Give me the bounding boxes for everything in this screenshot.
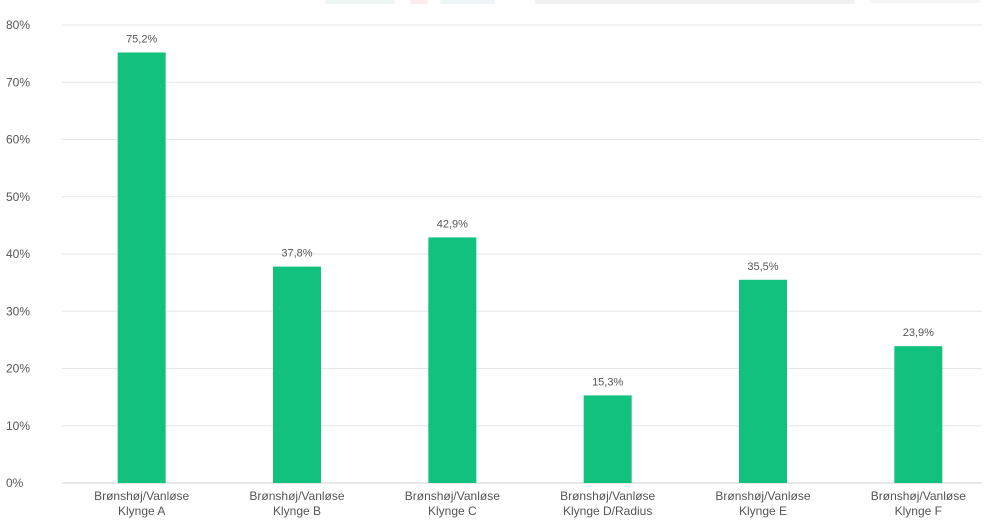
- bar: [428, 237, 477, 483]
- bar: [739, 279, 787, 483]
- y-tick-label: 50%: [6, 190, 30, 204]
- y-tick-label: 30%: [6, 304, 30, 318]
- y-tick-label: 60%: [6, 133, 30, 147]
- bar: [117, 52, 166, 483]
- x-tick-label: Klynge F: [895, 504, 942, 518]
- data-labels: 75,2% 37,8% 42,9% 15,3% 35,5% 23,9%: [126, 33, 934, 388]
- legend-item-1: [410, 0, 428, 4]
- x-tick-label: Brønshøj/Vanløse: [94, 489, 189, 503]
- data-label: 23,9%: [903, 327, 934, 339]
- x-tick-label: Brønshøj/Vanløse: [560, 489, 655, 503]
- y-tick-label: 40%: [6, 247, 30, 261]
- x-tick-label: Klynge C: [428, 504, 477, 518]
- x-tick-label: Brønshøj/Vanløse: [715, 489, 810, 503]
- data-label: 15,3%: [592, 376, 623, 388]
- legend-item-2: [440, 0, 495, 4]
- legend: [325, 0, 980, 4]
- grid: [62, 24, 982, 484]
- bar: [583, 395, 632, 483]
- bars: [117, 52, 943, 483]
- x-tick-label: Klynge E: [739, 504, 787, 518]
- y-axis: 0% 10% 20% 30% 40% 50% 60% 70% 80%: [6, 18, 30, 490]
- data-label: 37,8%: [281, 248, 312, 260]
- legend-item-0: [325, 0, 395, 4]
- x-tick-label: Klynge D/Radius: [563, 504, 652, 518]
- data-label: 75,2%: [126, 33, 157, 45]
- bar: [894, 346, 943, 483]
- x-tick-label: Brønshøj/Vanløse: [249, 489, 344, 503]
- y-tick-label: 0%: [6, 476, 24, 490]
- y-tick-label: 20%: [6, 362, 30, 376]
- bar: [273, 266, 321, 483]
- x-tick-label: Brønshøj/Vanløse: [871, 489, 966, 503]
- data-label: 42,9%: [437, 218, 468, 230]
- y-tick-label: 10%: [6, 419, 30, 433]
- x-tick-label: Klynge A: [118, 504, 165, 518]
- data-label: 35,5%: [747, 261, 778, 273]
- y-tick-label: 80%: [6, 18, 30, 32]
- x-tick-label: Klynge B: [273, 504, 321, 518]
- y-tick-label: 70%: [6, 75, 30, 89]
- x-tick-label: Brønshøj/Vanløse: [405, 489, 500, 503]
- legend-item-3: [535, 0, 855, 4]
- legend-item-4: [870, 0, 980, 3]
